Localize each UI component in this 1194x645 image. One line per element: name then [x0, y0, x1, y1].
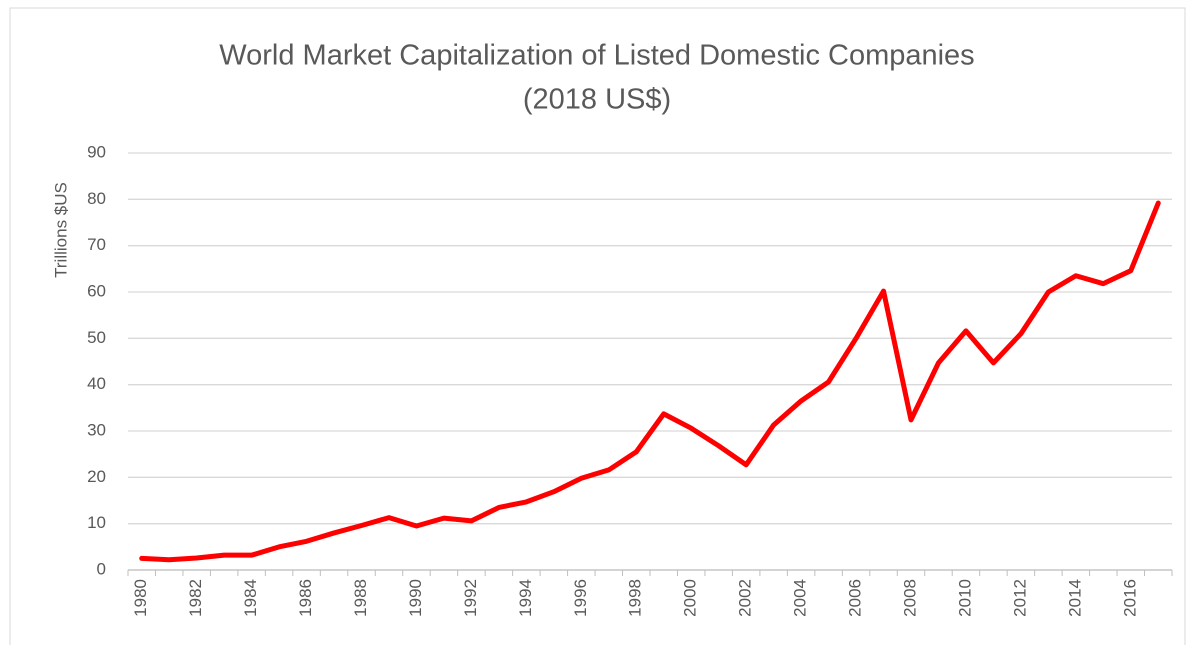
x-tick-label: 2012	[1010, 579, 1029, 617]
chart-title: (2018 US$)	[523, 84, 671, 116]
x-tick-label: 2010	[955, 579, 974, 617]
x-tick-label: 1988	[351, 579, 370, 617]
x-tick-label: 2002	[736, 579, 755, 617]
x-tick-label: 1982	[186, 579, 205, 617]
x-tick-label: 1990	[406, 579, 425, 617]
line-series	[139, 200, 1161, 563]
y-tick-label: 40	[87, 374, 106, 393]
chart-title: World Market Capitalization of Listed Do…	[219, 40, 974, 72]
y-tick-label: 70	[87, 235, 106, 254]
x-tick-label: 1992	[461, 579, 480, 617]
y-tick-label: 10	[87, 513, 106, 532]
x-tick-label: 1996	[571, 579, 590, 617]
x-tick-label: 2014	[1065, 579, 1084, 617]
x-tick-label: 2006	[846, 579, 865, 617]
y-tick-label: 50	[87, 328, 106, 347]
x-tick-label: 1998	[626, 579, 645, 617]
x-tick-label: 2016	[1120, 579, 1139, 617]
x-tick-label: 1980	[131, 579, 150, 617]
x-tick-label: 1984	[241, 579, 260, 617]
x-tick-label: 2008	[900, 579, 919, 617]
y-axis-label: Trillions $US	[51, 182, 70, 278]
y-tick-label: 80	[87, 189, 106, 208]
y-tick-label: 30	[87, 420, 106, 439]
x-tick-label: 2000	[681, 579, 700, 617]
y-tick-label: 0	[97, 559, 106, 578]
y-tick-label: 20	[87, 467, 106, 486]
y-tick-label: 60	[87, 281, 106, 300]
chart-frame	[9, 7, 1186, 645]
y-tick-label: 90	[87, 142, 106, 161]
x-tick-label: 1986	[296, 579, 315, 617]
x-tick-label: 1994	[516, 579, 535, 617]
x-tick-label: 2004	[791, 579, 810, 617]
